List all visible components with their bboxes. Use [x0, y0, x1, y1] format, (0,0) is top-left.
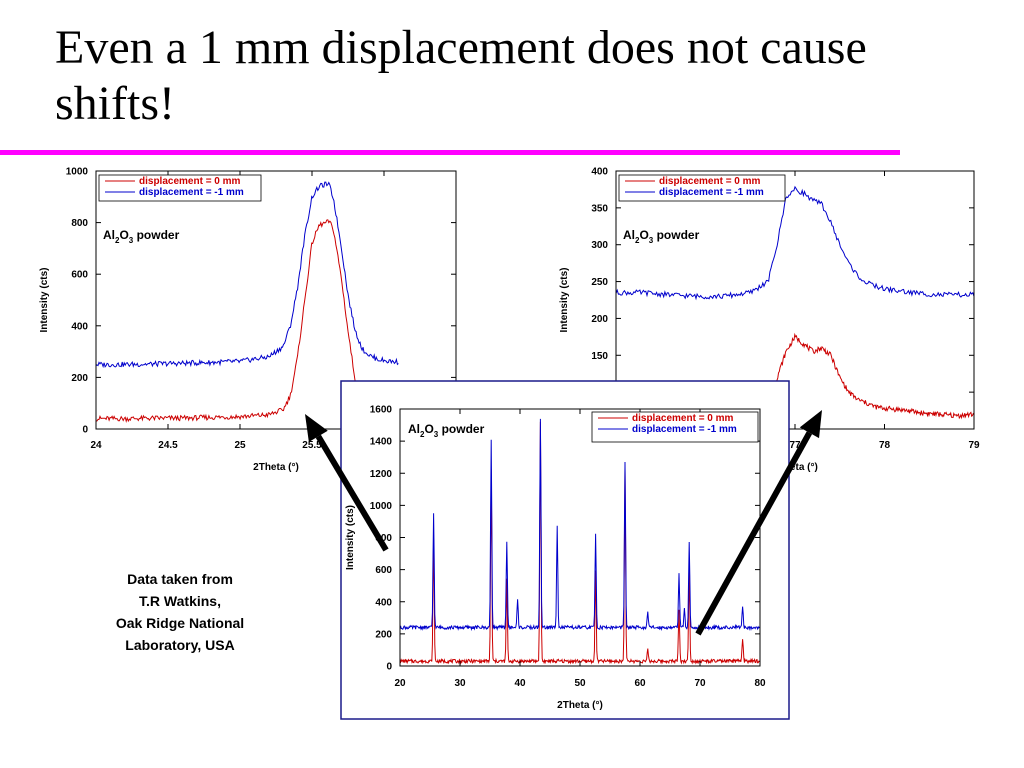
series-line-minus1mm	[616, 185, 974, 301]
credit-line-4: Laboratory, USA	[125, 637, 235, 653]
y-tick-label: 250	[591, 277, 608, 288]
legend-entry: displacement = 0 mm	[139, 176, 241, 187]
x-tick-label: 30	[454, 678, 466, 689]
x-axis-label: 2Theta (°)	[253, 462, 299, 473]
sample-annotation: Al2O3 powder	[103, 228, 180, 245]
x-tick-label: 77	[789, 440, 801, 451]
slide-title: Even a 1 mm displacement does not cause …	[55, 21, 867, 130]
legend-box	[618, 174, 786, 202]
legend-box	[98, 174, 262, 202]
legend-entry: displacement = -1 mm	[632, 424, 737, 435]
x-tick-label: 40	[514, 678, 526, 689]
arrow-to-left-chart	[305, 414, 389, 552]
arrow-to-left-chart-head	[305, 414, 328, 442]
y-tick-label: 400	[375, 597, 392, 608]
arrow-to-right-chart	[695, 410, 822, 636]
sample-annotation: Al2O3 powder	[623, 228, 700, 245]
y-tick-label: 1200	[370, 469, 393, 480]
y-axis-label: Intensity (cts)	[345, 505, 356, 570]
x-tick-label: 70	[694, 678, 706, 689]
x-tick-label: 60	[634, 678, 646, 689]
chart-2: 1001502002503003504007778792Theta (°)Int…	[559, 167, 980, 474]
x-tick-label: 20	[394, 678, 406, 689]
y-tick-label: 1600	[370, 405, 393, 416]
y-tick-label: 200	[591, 314, 608, 325]
x-tick-label: 25.5	[302, 440, 322, 451]
legend-box	[591, 411, 759, 443]
x-axis-label: 2Theta (°)	[772, 462, 818, 473]
y-tick-label: 0	[82, 425, 88, 436]
y-tick-label: 1000	[370, 501, 393, 512]
arrow-to-right-chart-shaft	[695, 431, 813, 636]
x-tick-label: 24.5	[158, 440, 178, 451]
arrow-to-right-chart-head	[799, 410, 822, 439]
x-tick-label: 79	[968, 440, 980, 451]
x-tick-label: 50	[574, 678, 586, 689]
credit-line-3: Oak Ridge National	[115, 615, 245, 631]
x-axis-label: 2Theta (°)	[557, 700, 603, 711]
credit-line-1: Data taken from	[127, 571, 233, 587]
chart-3: 0 200 400 600 800 1000 1200 1400 1600 20 30 40 50 60 7…	[340, 380, 790, 720]
y-tick-label: 200	[375, 629, 392, 640]
x-tick-label: 25	[234, 440, 246, 451]
y-tick-label: 300	[591, 240, 608, 251]
x-tick-label: 24	[90, 440, 102, 451]
legend-entry: displacement = -1 mm	[659, 187, 764, 198]
y-tick-label: 800	[375, 533, 392, 544]
title-divider	[0, 150, 900, 155]
plot-area-border	[95, 170, 457, 430]
y-tick-label: 350	[591, 203, 608, 214]
legend-entry: displacement = -1 mm	[139, 187, 244, 198]
y-tick-label: 200	[71, 373, 88, 384]
legend-entry: displacement = 0 mm	[659, 176, 761, 187]
x-tick-label: 80	[754, 678, 766, 689]
arrow-to-left-chart-shaft	[315, 434, 389, 552]
series-line-0mm	[741, 332, 974, 420]
y-axis-label: Intensity (cts)	[559, 267, 570, 332]
y-tick-label: 1000	[66, 167, 89, 178]
y-tick-label: 1400	[370, 437, 393, 448]
y-tick-label: 800	[71, 218, 88, 229]
y-axis-label: Intensity (cts)	[39, 267, 50, 332]
y-tick-label: 600	[375, 565, 392, 576]
y-tick-label: 0	[386, 662, 392, 673]
y-tick-label: 400	[71, 321, 88, 332]
credit-line-2: T.R Watkins,	[139, 593, 221, 609]
y-tick-label: 150	[591, 351, 608, 362]
x-tick-label: 78	[879, 440, 891, 451]
y-tick-label: 400	[591, 167, 608, 178]
data-credit: Data taken from T.R Watkins, Oak Ridge N…	[80, 568, 280, 656]
sample-annotation: Al2O3 powder	[408, 422, 485, 439]
series-line-0mm	[96, 219, 399, 424]
y-tick-label: 600	[71, 270, 88, 281]
legend-entry: displacement = 0 mm	[632, 413, 734, 424]
series-line-minus1mm	[96, 181, 399, 369]
